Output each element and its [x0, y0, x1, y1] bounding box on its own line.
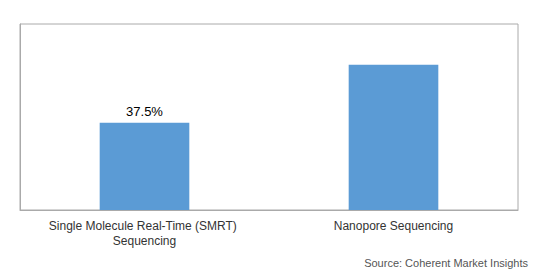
svg-text:Sequencing: Sequencing: [113, 234, 176, 248]
svg-text:37.5%: 37.5%: [126, 104, 163, 119]
svg-text:Nanopore Sequencing: Nanopore Sequencing: [334, 219, 453, 233]
svg-text:Single Molecule Real-Time (SMR: Single Molecule Real-Time (SMRT): [49, 219, 240, 233]
svg-text:Source: Coherent Market Insigh: Source: Coherent Market Insights: [364, 257, 528, 269]
